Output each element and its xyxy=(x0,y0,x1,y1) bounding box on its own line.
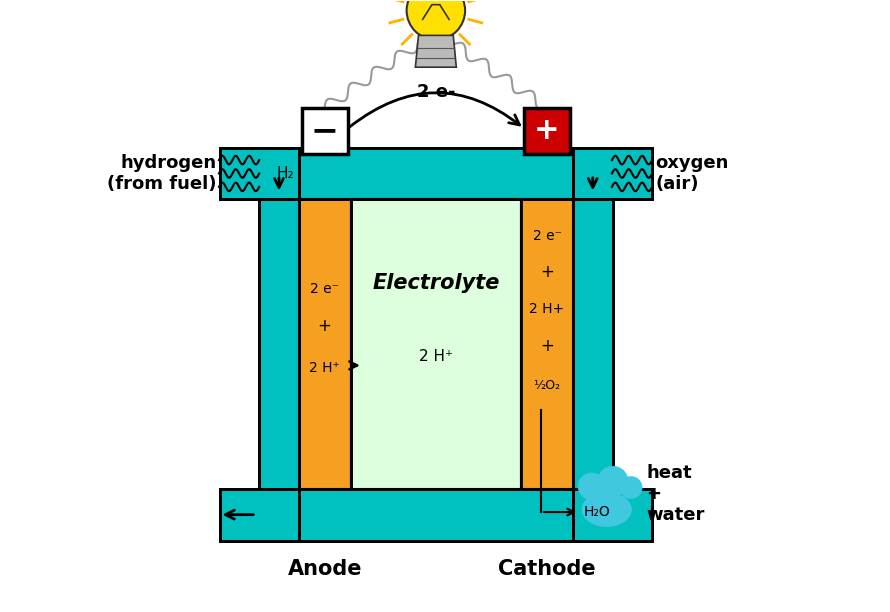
Bar xyxy=(299,147,573,200)
Bar xyxy=(351,200,522,489)
Circle shape xyxy=(597,466,628,497)
Text: Cathode: Cathode xyxy=(498,559,596,579)
Text: +: + xyxy=(540,337,554,354)
Bar xyxy=(351,200,522,489)
Text: hydrogen
(from fuel): hydrogen (from fuel) xyxy=(107,154,216,193)
Bar xyxy=(522,200,573,489)
Text: oxygen
(air): oxygen (air) xyxy=(655,154,729,193)
Bar xyxy=(573,147,652,200)
Text: +: + xyxy=(318,317,332,335)
Bar xyxy=(299,489,573,540)
Text: heat
+
water: heat + water xyxy=(646,465,705,524)
Bar xyxy=(522,200,573,489)
Bar xyxy=(220,489,299,540)
Bar xyxy=(299,147,573,200)
Text: Electrolyte: Electrolyte xyxy=(372,273,499,293)
Bar xyxy=(259,200,299,489)
FancyArrowPatch shape xyxy=(350,93,520,127)
Ellipse shape xyxy=(582,493,631,526)
Circle shape xyxy=(620,477,642,499)
Text: +: + xyxy=(534,116,560,145)
Circle shape xyxy=(407,0,465,40)
Bar xyxy=(220,489,299,540)
Text: ½O₂: ½O₂ xyxy=(533,379,561,392)
Bar xyxy=(299,200,351,489)
Bar xyxy=(524,108,570,154)
Bar xyxy=(573,147,652,200)
Text: −: − xyxy=(311,114,339,147)
Bar xyxy=(259,200,299,489)
Text: 2 e-: 2 e- xyxy=(417,83,455,101)
Text: +: + xyxy=(540,264,554,282)
Text: 2 H+: 2 H+ xyxy=(530,302,564,316)
Bar xyxy=(220,147,299,200)
Bar xyxy=(573,489,652,540)
Text: 2 H⁺: 2 H⁺ xyxy=(419,349,453,364)
Bar xyxy=(302,108,347,154)
Bar xyxy=(299,200,351,489)
Bar xyxy=(220,147,299,200)
Text: H₂O: H₂O xyxy=(583,505,610,519)
Bar xyxy=(573,489,652,540)
Text: 2 e⁻: 2 e⁻ xyxy=(532,229,562,243)
Polygon shape xyxy=(416,35,457,67)
Text: 2 H⁺: 2 H⁺ xyxy=(310,362,340,375)
Text: 2 e⁻: 2 e⁻ xyxy=(311,282,339,296)
Bar xyxy=(299,489,573,540)
Text: H₂: H₂ xyxy=(276,166,294,181)
Bar xyxy=(573,200,612,489)
Circle shape xyxy=(578,473,605,500)
Text: Anode: Anode xyxy=(287,559,362,579)
Bar xyxy=(573,200,612,489)
